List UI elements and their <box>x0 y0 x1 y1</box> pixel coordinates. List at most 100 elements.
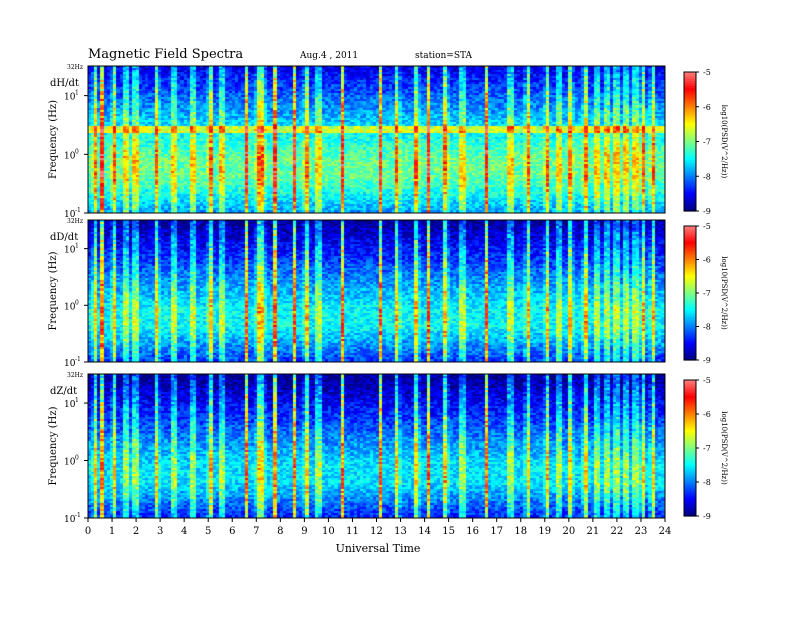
x-tick-label-21: 21 <box>587 526 600 537</box>
colorbar-cell-0-44 <box>684 173 696 177</box>
colorbar-cell-0-49 <box>684 185 696 189</box>
top-freq-label-1: 32Hz <box>67 218 83 225</box>
colorbar-cell-1-4 <box>684 234 696 238</box>
x-tick-label-7: 7 <box>253 526 259 537</box>
y-tick-exp-0-1: 0 <box>75 148 79 155</box>
colorbar-cell-1-22 <box>684 275 696 278</box>
colorbar-cell-2-1 <box>684 382 696 386</box>
colorbar-cell-0-30 <box>684 141 696 145</box>
colorbar-cell-0-58 <box>684 206 696 210</box>
cb-tick-label-1-4: -9 <box>703 356 711 365</box>
colorbar-cell-2-55 <box>684 504 696 508</box>
colorbar-cell-1-41 <box>684 317 696 321</box>
y-tick-label-1-2: 10 <box>64 359 76 369</box>
y-tick-label-2-0: 10 <box>64 400 76 410</box>
colorbar-cell-1-51 <box>684 339 696 343</box>
colorbar-label-1: log10(PSD(V^2/Hz)) <box>720 256 728 330</box>
colorbar-cell-1-36 <box>684 306 696 310</box>
colorbar-cell-0-56 <box>684 201 696 205</box>
colorbar-cell-1-50 <box>684 337 696 341</box>
colorbar-cell-2-8 <box>684 398 696 401</box>
colorbar-cell-0-28 <box>684 136 696 140</box>
cb-tick-label-2-3: -8 <box>703 478 711 487</box>
colorbar-cell-2-40 <box>684 470 696 474</box>
x-tick-label-15: 15 <box>442 526 455 537</box>
colorbar-cell-2-44 <box>684 479 696 483</box>
spectrogram-1 <box>88 220 665 362</box>
colorbar-cell-2-15 <box>684 414 696 417</box>
colorbar-cell-2-11 <box>684 404 696 408</box>
colorbar-cell-1-44 <box>684 324 696 328</box>
colorbar-cell-1-47 <box>684 330 696 334</box>
colorbar-cell-2-45 <box>684 482 696 485</box>
colorbar-cell-1-25 <box>684 281 696 285</box>
colorbar-cell-1-56 <box>684 351 696 354</box>
x-tick-label-1: 1 <box>109 526 115 537</box>
colorbar-cell-2-20 <box>684 425 696 429</box>
colorbar-cell-2-48 <box>684 488 696 492</box>
colorbar-cell-1-58 <box>684 355 696 359</box>
y-tick-label-1-0: 10 <box>64 246 76 256</box>
panel-label-2: dZ/dt <box>50 386 77 397</box>
colorbar-cell-2-29 <box>684 445 696 449</box>
figure-station: station=STA <box>415 51 473 61</box>
colorbar-cell-1-48 <box>684 333 696 337</box>
cb-tick-label-2-2: -7 <box>703 444 711 453</box>
colorbar-cell-0-52 <box>684 192 696 196</box>
x-tick-label-16: 16 <box>466 526 479 537</box>
y-tick-label-2-1: 10 <box>64 458 76 468</box>
y-axis-label-0: Frequency (Hz) <box>48 100 59 179</box>
colorbar-cell-1-31 <box>684 295 696 299</box>
colorbar-cell-0-45 <box>684 176 696 180</box>
colorbar-cell-1-29 <box>684 290 696 294</box>
cb-tick-label-1-3: -8 <box>703 323 711 332</box>
colorbar-cell-1-19 <box>684 268 696 272</box>
y-tick-exp-0-2: -1 <box>75 207 81 214</box>
colorbar-cell-0-53 <box>684 194 696 198</box>
top-freq-label-2: 32Hz <box>67 372 83 379</box>
colorbar-cell-0-14 <box>684 104 696 108</box>
colorbar-cell-2-24 <box>684 434 696 438</box>
y-tick-exp-1-2: -1 <box>75 356 81 363</box>
colorbar-cell-1-14 <box>684 257 696 261</box>
colorbar-cell-2-16 <box>684 416 696 420</box>
colorbar-cell-2-22 <box>684 429 696 433</box>
colorbar-cell-0-54 <box>684 197 696 201</box>
colorbar-cell-1-55 <box>684 348 696 352</box>
x-tick-label-19: 19 <box>538 526 551 537</box>
colorbar-cell-0-1 <box>684 74 696 78</box>
colorbar-cell-1-16 <box>684 261 696 265</box>
colorbar-cell-2-39 <box>684 468 696 472</box>
colorbar-cell-1-54 <box>684 346 696 350</box>
y-tick-label-1-1: 10 <box>64 302 76 312</box>
colorbar-cell-2-0 <box>684 380 696 383</box>
y-tick-exp-1-0: 1 <box>75 243 79 250</box>
colorbar-cell-0-26 <box>684 132 696 136</box>
colorbar-cell-1-49 <box>684 335 696 339</box>
colorbar-cell-2-51 <box>684 495 696 499</box>
colorbar-cell-2-52 <box>684 497 696 501</box>
x-tick-label-3: 3 <box>157 526 163 537</box>
y-axis-label-2: Frequency (Hz) <box>48 406 59 485</box>
cb-tick-label-0-3: -8 <box>703 172 711 181</box>
colorbar-cell-0-9 <box>684 92 696 96</box>
x-tick-label-14: 14 <box>418 526 431 537</box>
colorbar-cell-2-47 <box>684 486 696 490</box>
x-tick-label-9: 9 <box>301 526 307 537</box>
colorbar-cell-1-53 <box>684 344 696 348</box>
x-axis-label: Universal Time <box>336 542 421 555</box>
colorbar-cell-2-38 <box>684 466 696 469</box>
cb-tick-label-2-1: -6 <box>703 410 711 419</box>
cb-tick-label-2-0: -5 <box>703 376 711 385</box>
colorbar-cell-0-18 <box>684 113 696 117</box>
colorbar-cell-1-35 <box>684 304 696 307</box>
colorbar-cell-1-10 <box>684 248 696 252</box>
spectrogram-canvas-0 <box>88 66 665 213</box>
colorbar-cell-2-32 <box>684 452 696 456</box>
panel-label-0: dH/dt <box>50 78 79 89</box>
colorbar-cell-0-20 <box>684 118 696 122</box>
spectrogram-0 <box>88 66 665 213</box>
colorbar-cell-0-36 <box>684 155 696 159</box>
y-axis-label-1: Frequency (Hz) <box>48 251 59 330</box>
colorbar-cell-0-5 <box>684 83 696 87</box>
